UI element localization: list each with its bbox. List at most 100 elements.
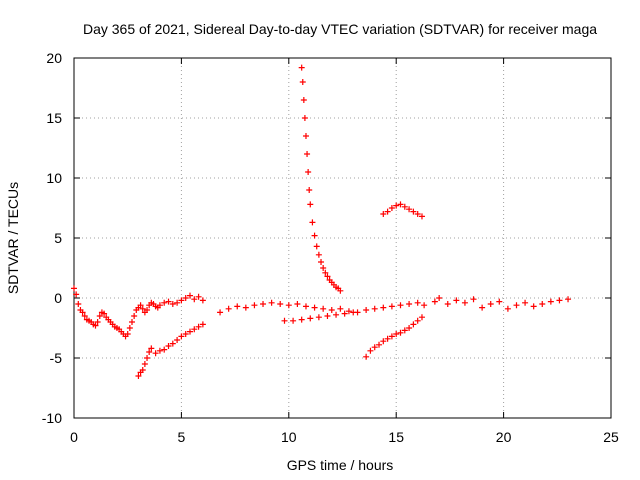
data-point: [161, 346, 168, 353]
y-tick-label: 15: [46, 110, 62, 126]
x-tick-label: 0: [70, 429, 78, 445]
data-point: [300, 97, 307, 103]
data-point: [161, 299, 168, 306]
data-point: [251, 302, 258, 309]
data-point: [337, 305, 344, 312]
data-point: [410, 321, 417, 328]
data-point: [380, 304, 387, 311]
x-tick-label: 25: [603, 429, 619, 445]
data-point: [393, 331, 400, 337]
x-tick-label: 20: [496, 429, 512, 445]
x-tick-labels: 0 5 10 15 20 25: [70, 429, 619, 445]
y-tick-label: 10: [46, 170, 62, 186]
data-point: [388, 303, 395, 310]
data-point: [333, 311, 340, 318]
data-point: [290, 317, 297, 324]
data-point: [479, 304, 486, 311]
data-point: [318, 259, 325, 265]
data-point: [431, 298, 438, 305]
data-point: [131, 313, 138, 319]
data-point: [73, 291, 80, 298]
data-point: [139, 305, 146, 312]
series-low-branch: [135, 321, 206, 379]
data-points: [71, 64, 572, 379]
data-point: [470, 296, 477, 303]
data-point: [453, 297, 460, 304]
data-point: [169, 340, 176, 347]
y-tick-label: -5: [50, 350, 63, 366]
data-point: [101, 310, 108, 317]
data-point: [186, 328, 193, 335]
data-point: [371, 344, 378, 351]
x-tick-label: 15: [388, 429, 404, 445]
data-point: [186, 292, 193, 299]
data-point: [320, 305, 327, 312]
series-mid-band: [217, 299, 428, 316]
data-point: [152, 350, 159, 357]
chart-title: Day 365 of 2021, Sidereal Day-to-day VTE…: [83, 21, 597, 37]
data-point: [146, 349, 153, 355]
data-point: [309, 219, 316, 226]
data-point: [547, 298, 554, 305]
data-point: [174, 337, 181, 343]
data-point: [156, 347, 163, 354]
data-point: [410, 208, 417, 215]
data-point: [513, 302, 520, 309]
data-point: [345, 308, 352, 315]
y-tick-label: 5: [54, 230, 62, 246]
data-point: [148, 345, 155, 352]
data-point: [414, 299, 421, 306]
data-point: [169, 301, 176, 307]
data-point: [126, 325, 133, 331]
data-point: [504, 305, 511, 312]
data-point: [401, 203, 408, 210]
data-point: [522, 299, 529, 306]
data-point: [322, 269, 329, 276]
y-tick-label: 20: [46, 50, 62, 66]
data-point: [234, 303, 241, 310]
data-point: [141, 361, 148, 367]
data-point: [414, 211, 421, 217]
data-point: [367, 347, 374, 354]
data-point: [195, 323, 202, 330]
data-point: [384, 335, 391, 342]
data-point: [406, 206, 413, 213]
data-point: [406, 301, 413, 307]
data-point: [301, 115, 308, 121]
data-point: [461, 299, 468, 306]
data-point: [94, 319, 101, 325]
data-point: [307, 315, 314, 322]
data-point: [556, 297, 563, 304]
data-point: [128, 319, 135, 325]
data-point: [393, 202, 400, 209]
x-tick-label: 5: [178, 429, 186, 445]
data-point: [281, 317, 288, 324]
data-point: [165, 298, 172, 305]
tick-marks: [73, 57, 612, 419]
series-spike: [298, 64, 344, 294]
y-axis-label: SDTVAR / TECUs: [5, 182, 21, 294]
data-point: [380, 338, 387, 345]
data-point: [341, 310, 348, 317]
data-point: [298, 64, 305, 71]
data-point: [418, 314, 425, 321]
data-point: [397, 302, 404, 309]
data-point: [195, 293, 202, 300]
data-point: [182, 295, 189, 301]
series-rising-branch: [363, 314, 425, 360]
data-point: [311, 304, 318, 311]
data-point: [397, 201, 404, 208]
data-point: [565, 296, 572, 303]
data-point: [75, 301, 82, 307]
data-point: [337, 287, 344, 294]
data-point: [191, 296, 198, 303]
data-point: [388, 333, 395, 340]
data-point: [302, 303, 309, 310]
data-point: [260, 301, 267, 307]
data-point: [315, 314, 322, 321]
data-point: [294, 301, 301, 307]
data-point: [363, 307, 370, 313]
series-early-band: [71, 285, 206, 340]
data-point: [401, 327, 408, 334]
